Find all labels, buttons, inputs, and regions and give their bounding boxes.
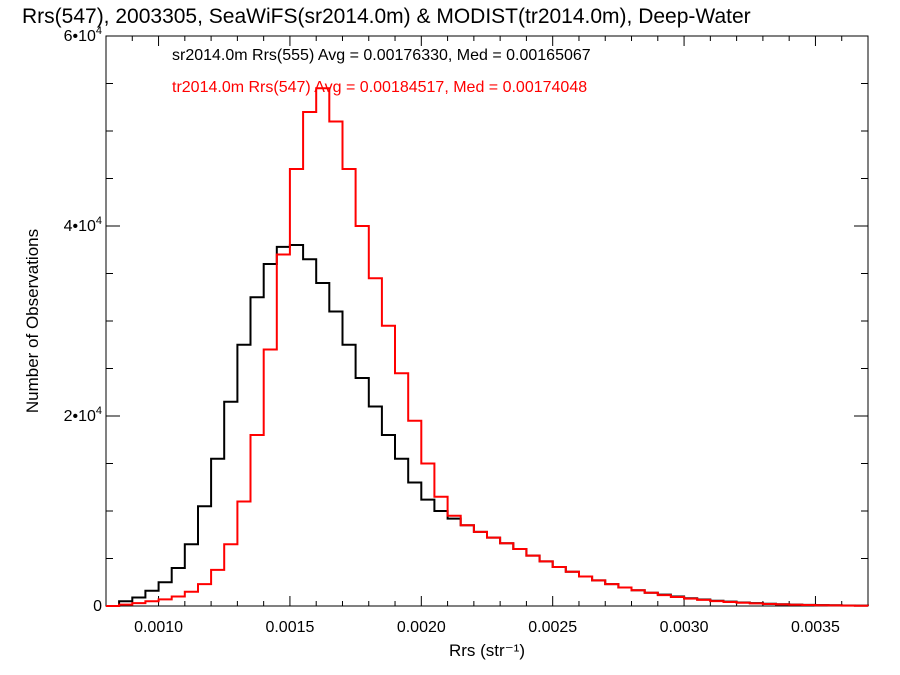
y-tick-label: 0	[93, 598, 102, 615]
y-tick-label: 6•104	[64, 25, 102, 45]
plot-frame	[105, 35, 869, 607]
chart-title: Rrs(547), 2003305, SeaWiFS(sr2014.0m) & …	[22, 5, 751, 28]
x-axis-label: Rrs (str⁻¹)	[449, 641, 525, 660]
series-line-2	[106, 87, 869, 607]
x-tick-label: 0.0025	[528, 619, 577, 636]
y-axis-label: Number of Observations	[23, 229, 42, 413]
x-tick-label: 0.0030	[660, 619, 709, 636]
legend-entry-series-2: tr2014.0m Rrs(547) Avg = 0.00184517, Med…	[172, 79, 587, 96]
x-tick-label: 0.0010	[134, 619, 183, 636]
x-tick-label: 0.0015	[265, 619, 314, 636]
y-tick-label: 4•104	[64, 215, 102, 235]
x-tick-label: 0.0020	[397, 619, 446, 636]
y-axis-ticks: 0 2•104 4•104 6•104	[64, 25, 868, 615]
y-tick-label: 2•104	[64, 405, 102, 425]
x-tick-label: 0.0035	[791, 619, 840, 636]
series-line-1	[106, 244, 869, 607]
x-axis-ticks: 0.0010 0.0015 0.0020 0.0025 0.0030 0.0035	[105, 36, 869, 636]
legend-entry-series-1: sr2014.0m Rrs(555) Avg = 0.00176330, Med…	[172, 47, 591, 64]
series-layer	[106, 87, 869, 607]
